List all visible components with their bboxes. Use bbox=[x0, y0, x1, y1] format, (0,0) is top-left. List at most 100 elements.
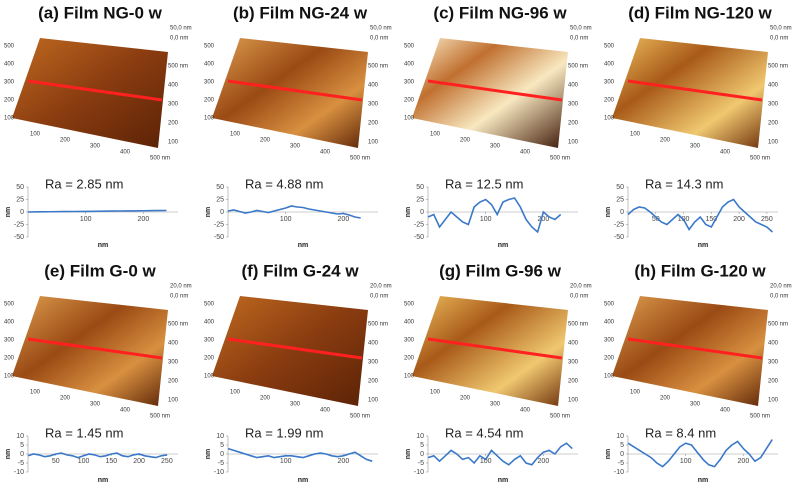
x-axis-label: nm bbox=[698, 477, 709, 484]
afm-bottom-tick: 500 nm bbox=[150, 156, 170, 162]
afm-right-tick: 100 bbox=[168, 140, 179, 146]
y-tick-label: 10 bbox=[216, 433, 224, 440]
afm-left-tick: 400 bbox=[4, 320, 15, 326]
afm-z-label: 20,0 nm bbox=[570, 284, 592, 290]
y-tick-label: -50 bbox=[614, 234, 624, 241]
afm-bottom-tick: 300 bbox=[90, 144, 101, 150]
y-tick-label: -50 bbox=[214, 234, 224, 241]
afm-left-tick: 200 bbox=[4, 98, 15, 104]
profile-marker bbox=[627, 79, 763, 102]
afm-bottom-tick: 100 bbox=[430, 132, 441, 138]
afm-right-tick: 200 bbox=[568, 121, 579, 127]
y-axis-label: nm bbox=[405, 449, 412, 460]
afm-left-tick: 400 bbox=[604, 62, 615, 68]
afm-left-tick: 300 bbox=[204, 338, 215, 344]
afm-bottom-tick: 400 bbox=[120, 408, 131, 414]
x-tick-label: 200 bbox=[538, 458, 550, 465]
afm-z-label: 0,0 nm bbox=[370, 294, 388, 300]
afm-left-tick: 500 bbox=[4, 44, 15, 50]
x-tick-label: 200 bbox=[133, 458, 145, 465]
afm-left-tick: 500 bbox=[604, 302, 615, 308]
afm-left-tick: 100 bbox=[604, 374, 615, 380]
afm-left-tick: 100 bbox=[404, 374, 415, 380]
y-tick-label: -5 bbox=[18, 460, 24, 467]
afm-z-label: 50,0 nm bbox=[370, 26, 392, 32]
afm-bottom-tick: 500 nm bbox=[750, 414, 770, 420]
afm-bottom-tick: 500 nm bbox=[550, 414, 570, 420]
profile-marker bbox=[427, 79, 563, 102]
x-tick-label: 100 bbox=[78, 458, 90, 465]
y-tick-label: 25 bbox=[616, 196, 624, 203]
annotation: Ra = 4.54 nm bbox=[445, 425, 523, 440]
afm-left-tick: 500 bbox=[404, 302, 415, 308]
afm-z-label: 20,0 nm bbox=[770, 284, 792, 290]
x-tick-label: 100 bbox=[80, 216, 92, 223]
y-tick-label: 5 bbox=[620, 442, 624, 449]
afm-bottom-tick: 300 bbox=[90, 402, 101, 408]
y-tick-label: -10 bbox=[614, 469, 624, 476]
afm-right-tick: 200 bbox=[768, 379, 779, 385]
annotation: Ra = 14.3 nm bbox=[645, 176, 723, 191]
afm-z-label: 20,0 nm bbox=[170, 284, 192, 290]
afm-surface bbox=[412, 38, 568, 148]
afm-bottom-tick: 400 bbox=[320, 150, 331, 156]
x-tick-label: 100 bbox=[480, 458, 492, 465]
y-tick-label: -25 bbox=[214, 221, 224, 228]
annotation: Ra = 1.99 nm bbox=[245, 425, 323, 440]
x-tick-label: 100 bbox=[480, 216, 492, 223]
afm-bottom-tick: 200 bbox=[60, 138, 71, 144]
afm-z-label: 0,0 nm bbox=[170, 36, 188, 42]
y-axis-label: nm bbox=[605, 449, 612, 460]
x-tick-label: 50 bbox=[652, 216, 660, 223]
x-tick-label: 250 bbox=[761, 216, 773, 223]
afm-z-label: 0,0 nm bbox=[370, 36, 388, 42]
y-tick-label: -50 bbox=[14, 234, 24, 241]
afm-bottom-tick: 500 nm bbox=[150, 414, 170, 420]
afm-left-tick: 200 bbox=[404, 356, 415, 362]
afm-right-tick: 400 bbox=[568, 341, 579, 347]
y-tick-label: 5 bbox=[220, 442, 224, 449]
afm-right-tick: 500 nm bbox=[568, 322, 588, 328]
y-tick-label: 25 bbox=[416, 196, 424, 203]
afm-bottom-tick: 200 bbox=[660, 396, 671, 402]
y-tick-label: 0 bbox=[420, 209, 424, 216]
afm-right-tick: 500 nm bbox=[568, 64, 588, 70]
y-tick-label: -5 bbox=[418, 460, 424, 467]
profile-line bbox=[27, 209, 167, 213]
afm-left-tick: 400 bbox=[404, 62, 415, 68]
afm-surface bbox=[612, 296, 768, 406]
afm-right-tick: 300 bbox=[168, 360, 179, 366]
afm-bottom-tick: 100 bbox=[630, 132, 641, 138]
afm-right-tick: 300 bbox=[768, 360, 779, 366]
afm-left-tick: 500 bbox=[204, 302, 215, 308]
afm-left-tick: 100 bbox=[404, 116, 415, 122]
x-tick-label: 100 bbox=[280, 216, 292, 223]
afm-bottom-tick: 300 bbox=[490, 144, 501, 150]
afm-bottom-tick: 100 bbox=[30, 390, 41, 396]
afm-right-tick: 300 bbox=[168, 102, 179, 108]
afm-bottom-tick: 100 bbox=[230, 390, 241, 396]
afm-left-tick: 300 bbox=[204, 80, 215, 86]
afm-surface bbox=[412, 296, 568, 406]
afm-bottom-tick: 300 bbox=[690, 144, 701, 150]
profile-marker bbox=[227, 337, 363, 360]
afm-bottom-tick: 300 bbox=[490, 402, 501, 408]
y-tick-label: 50 bbox=[616, 184, 624, 191]
y-tick-label: 10 bbox=[616, 433, 624, 440]
afm-z-label: 0,0 nm bbox=[170, 294, 188, 300]
afm-z-label: 0,0 nm bbox=[770, 294, 788, 300]
afm-left-tick: 500 bbox=[404, 44, 415, 50]
y-tick-label: 25 bbox=[16, 196, 24, 203]
y-tick-label: 0 bbox=[420, 451, 424, 458]
afm-right-tick: 200 bbox=[168, 121, 179, 127]
afm-left-tick: 400 bbox=[604, 320, 615, 326]
y-tick-label: 0 bbox=[620, 209, 624, 216]
afm-left-tick: 300 bbox=[4, 80, 15, 86]
afm-bottom-tick: 200 bbox=[60, 396, 71, 402]
y-tick-label: 5 bbox=[20, 442, 24, 449]
x-axis-label: nm bbox=[298, 477, 309, 484]
y-axis-label: nm bbox=[405, 207, 412, 218]
afm-bottom-tick: 200 bbox=[660, 138, 671, 144]
afm-bottom-tick: 500 nm bbox=[350, 156, 370, 162]
afm-left-tick: 200 bbox=[404, 98, 415, 104]
